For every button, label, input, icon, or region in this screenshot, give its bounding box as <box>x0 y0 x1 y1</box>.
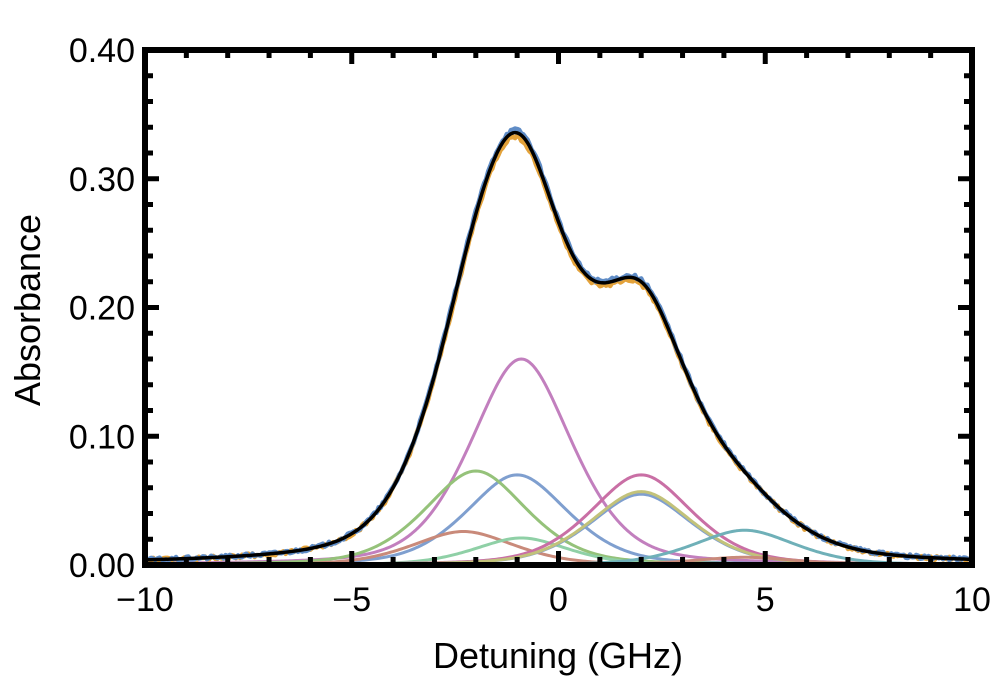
x-tick-label: 5 <box>756 581 775 619</box>
tick-group <box>142 47 975 568</box>
curve-group <box>145 126 972 565</box>
y-axis-title: Absorbance <box>7 214 48 406</box>
y-tick-label: 0.10 <box>69 418 135 456</box>
x-tick-label: 0 <box>549 581 568 619</box>
x-tick-label: 10 <box>953 581 991 619</box>
series-line-component-0 <box>145 357 972 565</box>
series-line-measured-noisy-11 <box>145 126 972 564</box>
x-tick-label: −5 <box>332 581 371 619</box>
plot-frame <box>142 47 975 568</box>
tick-label-group: −10 −5 0 5 10 0.00 0.10 0.20 0.30 0.40 <box>69 32 991 619</box>
series-line-fit-total-12 <box>145 130 972 562</box>
y-tick-label: 0.40 <box>69 32 135 70</box>
y-tick-label: 0.00 <box>69 547 135 585</box>
y-tick-label: 0.20 <box>69 290 135 328</box>
x-axis-title: Detuning (GHz) <box>433 635 683 676</box>
y-tick-label: 0.30 <box>69 161 135 199</box>
series-line-measured-noisy-10 <box>145 133 972 564</box>
x-tick-label: −10 <box>116 581 174 619</box>
